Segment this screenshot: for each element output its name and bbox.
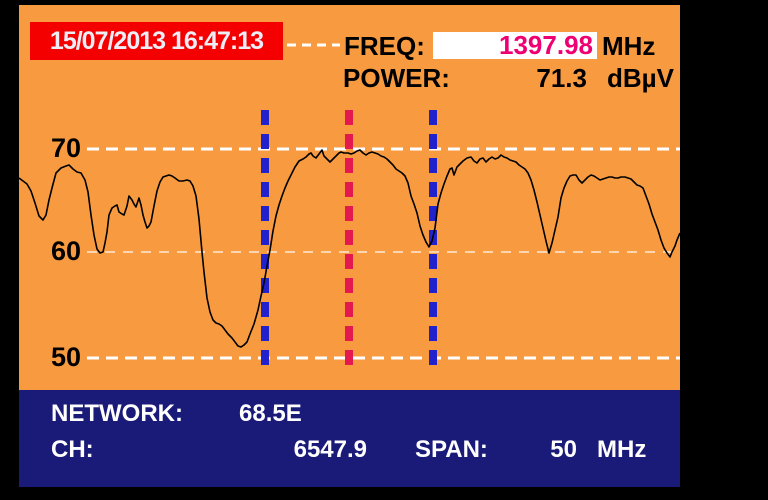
network-value: 68.5E [239, 400, 302, 427]
power-value: 71.3 [536, 63, 587, 93]
channel-label: CH: [51, 436, 94, 463]
ytick-60: 60 [50, 236, 82, 266]
freq-unit: MHz [602, 31, 656, 61]
datetime-badge: 15/07/2013 16:47:13 [30, 22, 283, 60]
channel-value: 6547.9 [293, 436, 367, 463]
network-label: NETWORK: [51, 400, 183, 427]
freq-value-field: 1397.98 [433, 32, 597, 59]
power-label: POWER: [343, 63, 450, 93]
freq-value: 1397.98 [499, 30, 593, 60]
span-label: SPAN: [415, 436, 488, 463]
freq-label: FREQ: [344, 31, 425, 61]
span-unit: MHz [597, 436, 647, 463]
power-unit: dBµV [607, 63, 674, 93]
datetime-text: 15/07/2013 16:47:13 [49, 27, 264, 55]
ytick-70: 70 [50, 133, 82, 163]
info-bar [19, 390, 680, 487]
span-value: 50 [550, 436, 577, 463]
ytick-50: 50 [50, 342, 82, 372]
